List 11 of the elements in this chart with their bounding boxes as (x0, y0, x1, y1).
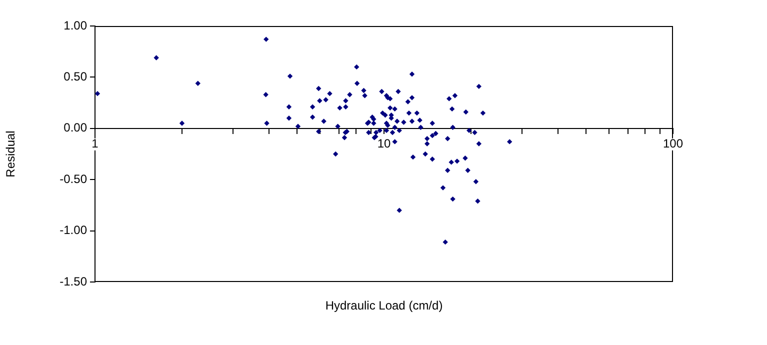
y-tick-label: 0.50 (64, 70, 88, 84)
y-tick-label: -1.50 (60, 274, 88, 288)
x-tick-label: 1 (92, 136, 99, 151)
y-tick-label: -0.50 (60, 172, 88, 186)
y-tick-label: -1.00 (60, 223, 88, 238)
x-tick-label: 10 (377, 136, 391, 151)
x-tick-label: 100 (662, 136, 684, 151)
y-tick-label: 0.00 (64, 120, 88, 135)
y-tick-label: 1.00 (64, 18, 88, 32)
y-axis-title: Residual (4, 130, 18, 178)
x-axis-title: Hydraulic Load (cm/d) (325, 298, 443, 312)
